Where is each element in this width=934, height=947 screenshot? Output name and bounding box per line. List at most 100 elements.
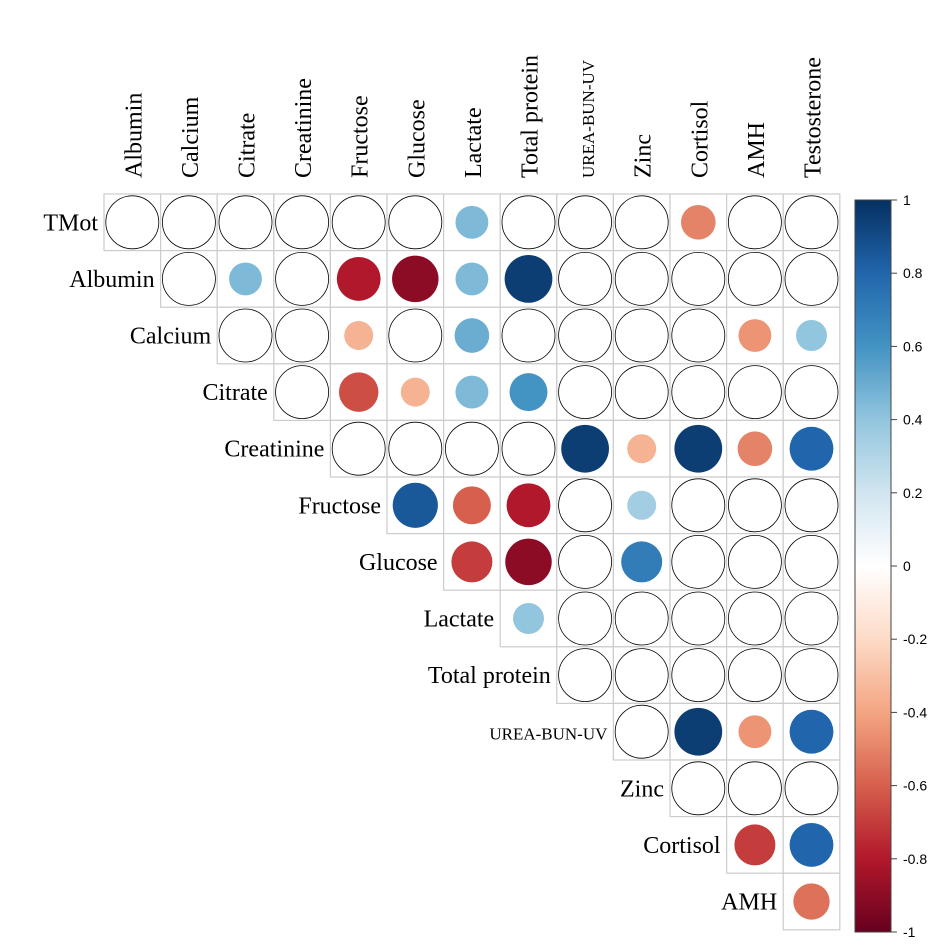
correlation-circle bbox=[784, 365, 839, 420]
correlation-circle bbox=[455, 375, 489, 409]
correlation-circle bbox=[793, 883, 830, 920]
circle-layer bbox=[105, 195, 839, 920]
row-label-fructose: Fructose bbox=[298, 493, 381, 519]
column-label-total-protein: Total protein bbox=[518, 55, 544, 178]
row-label-tmot: TMot bbox=[43, 210, 98, 236]
column-label-creatinine: Creatinine bbox=[291, 78, 317, 178]
row-label-urea-bun-uv: UREA-BUN-UV bbox=[489, 725, 608, 744]
correlation-circle bbox=[728, 365, 782, 420]
correlation-circle bbox=[738, 319, 772, 352]
correlation-circle bbox=[501, 421, 556, 476]
column-labels: Albumin Calcium Citrate Creatinine Fructose G… bbox=[121, 55, 826, 178]
correlation-circle bbox=[671, 591, 726, 646]
correlation-circle bbox=[105, 195, 160, 250]
correlation-circle bbox=[275, 251, 330, 306]
correlation-circle bbox=[388, 195, 443, 250]
correlation-circle bbox=[452, 486, 491, 525]
correlation-circle bbox=[621, 541, 663, 583]
correlation-circle bbox=[784, 648, 839, 702]
correlation-circle bbox=[444, 421, 499, 476]
correlation-circle bbox=[392, 482, 438, 528]
correlation-circle bbox=[614, 365, 669, 420]
column-label-testosterone: Testosterone bbox=[801, 57, 827, 178]
colorbar-tick-label: 0.8 bbox=[903, 265, 923, 281]
correlation-circle bbox=[558, 365, 612, 420]
row-label-lactate: Lactate bbox=[424, 607, 495, 633]
correlation-circle bbox=[734, 824, 776, 866]
correlation-circle bbox=[728, 251, 782, 306]
row-label-albumin: Albumin bbox=[69, 267, 154, 293]
correlation-circle bbox=[558, 648, 612, 702]
row-label-total-protein: Total protein bbox=[428, 663, 551, 689]
colorbar-tick-label: -0.4 bbox=[903, 704, 927, 720]
correlation-circle bbox=[784, 591, 839, 646]
row-labels: TMot Albumin Calcium Citrate Creatinine Fruct… bbox=[43, 210, 777, 915]
correlation-circle bbox=[558, 478, 612, 533]
correlation-circle bbox=[671, 251, 726, 306]
correlation-circle bbox=[728, 761, 782, 816]
correlation-circle bbox=[388, 421, 443, 476]
column-label-cortisol: Cortisol bbox=[687, 100, 713, 178]
correlation-circle bbox=[614, 308, 669, 363]
correlation-circle bbox=[331, 421, 386, 476]
column-label-urea-bun-uv: UREA-BUN-UV bbox=[579, 59, 598, 178]
row-label-glucose: Glucose bbox=[359, 550, 438, 576]
column-label-zinc: Zinc bbox=[631, 134, 657, 178]
column-label-glucose: Glucose bbox=[404, 99, 430, 178]
colorbar-tick-label: 0.6 bbox=[903, 338, 923, 354]
correlation-circle bbox=[728, 535, 782, 589]
correlation-circle bbox=[161, 195, 216, 250]
correlation-circle bbox=[388, 308, 443, 363]
correlation-circle bbox=[558, 195, 612, 250]
correlation-circle bbox=[454, 318, 490, 353]
correlation-circle bbox=[796, 320, 827, 351]
correlation-circle bbox=[728, 195, 782, 250]
correlation-circle bbox=[614, 704, 669, 759]
correlation-circle bbox=[614, 591, 669, 646]
column-label-calcium: Calcium bbox=[178, 96, 204, 178]
correlation-circle bbox=[784, 251, 839, 306]
colorbar-tick-label: 0.4 bbox=[903, 412, 923, 428]
correlation-circle bbox=[558, 308, 612, 363]
correlation-circle bbox=[558, 251, 612, 306]
correlation-circle bbox=[674, 424, 723, 473]
grid-cell bbox=[386, 363, 445, 421]
correlation-circle bbox=[728, 648, 782, 702]
column-label-amh: AMH bbox=[744, 122, 770, 178]
correlation-circle bbox=[789, 822, 834, 867]
correlation-circle bbox=[506, 483, 551, 528]
correlation-circle bbox=[561, 424, 609, 473]
correlation-circle bbox=[331, 195, 386, 250]
row-label-calcium: Calcium bbox=[130, 324, 212, 350]
correlation-circle bbox=[336, 256, 381, 301]
correlation-circle bbox=[400, 377, 430, 407]
correlation-circle bbox=[614, 648, 669, 702]
column-label-lactate: Lactate bbox=[461, 107, 487, 178]
correlation-circle bbox=[344, 321, 374, 350]
correlation-circle bbox=[509, 373, 548, 412]
correlation-circle bbox=[671, 365, 726, 420]
row-label-amh: AMH bbox=[721, 890, 777, 916]
correlation-circle bbox=[671, 478, 726, 533]
colorbar: 1 0.8 0.6 0.4 0.2 0 -0.2 -0.4 -0.6 -0.8 -1 bbox=[854, 192, 927, 940]
correlation-circle bbox=[671, 761, 726, 816]
correlation-circle bbox=[671, 535, 726, 589]
correlation-circle bbox=[671, 648, 726, 702]
row-label-zinc: Zinc bbox=[620, 776, 664, 802]
colorbar-gradient bbox=[854, 199, 892, 933]
colorbar-tick-label: -0.8 bbox=[903, 851, 927, 867]
colorbar-tick-label: -0.2 bbox=[903, 631, 927, 647]
correlation-circle bbox=[275, 195, 330, 250]
colorbar-tick-label: 0 bbox=[903, 558, 911, 574]
correlation-circle bbox=[674, 707, 723, 756]
colorbar-tick-label: -0.6 bbox=[903, 778, 927, 794]
correlation-circle bbox=[455, 205, 489, 239]
correlation-circle bbox=[451, 541, 493, 583]
correlation-circle bbox=[614, 195, 669, 250]
correlation-circle bbox=[784, 535, 839, 589]
correlation-circle bbox=[161, 251, 216, 306]
correlation-circle bbox=[784, 761, 839, 816]
colorbar-tick-label: 0.2 bbox=[903, 485, 923, 501]
correlation-circle bbox=[229, 262, 262, 296]
correlation-circle bbox=[455, 262, 489, 296]
